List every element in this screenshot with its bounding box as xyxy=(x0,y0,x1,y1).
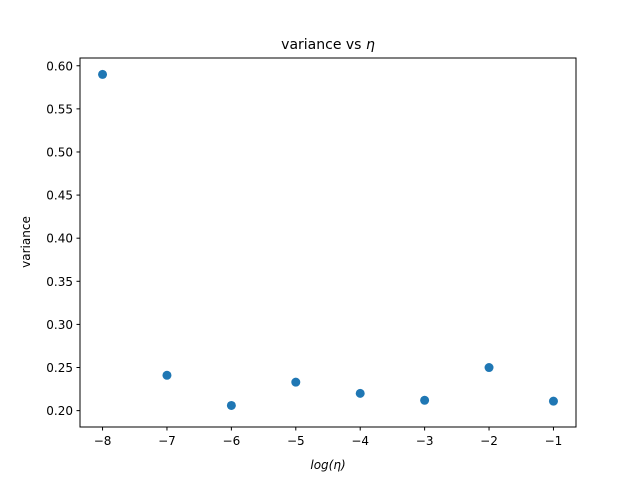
data-point xyxy=(162,370,172,380)
data-point xyxy=(548,396,558,406)
data-point xyxy=(484,363,494,373)
y-axis-label: variance xyxy=(19,216,33,268)
y-axis-ticks: 0.20 0.25 0.30 0.35 0.40 0.45 0.50 0.55 0.60 xyxy=(46,59,80,418)
x-tick-label: −8 xyxy=(94,434,112,448)
y-tick-label: 0.60 xyxy=(46,59,73,73)
plot-frame xyxy=(79,57,577,428)
chart-title: variance vs η xyxy=(281,37,375,53)
x-tick-label: −3 xyxy=(416,434,434,448)
data-point xyxy=(420,395,430,405)
x-tick-label: −4 xyxy=(351,434,369,448)
y-tick-label: 0.30 xyxy=(46,318,73,332)
x-axis-ticks: −8 −7 −6 −5 −4 −3 −2 −1 xyxy=(94,427,563,448)
y-tick-label: 0.25 xyxy=(46,361,73,375)
x-tick-label: −7 xyxy=(158,434,176,448)
y-tick-label: 0.45 xyxy=(46,189,73,203)
data-point xyxy=(291,377,301,387)
chart-title-symbol: η xyxy=(366,37,375,53)
data-point xyxy=(98,69,108,79)
x-tick-label: −6 xyxy=(223,434,241,448)
x-axis-label: log(η) xyxy=(310,458,345,472)
y-tick-label: 0.50 xyxy=(46,145,73,159)
data-point xyxy=(355,388,365,398)
scatter-points xyxy=(98,69,558,410)
x-tick-label: −5 xyxy=(287,434,305,448)
x-tick-label: −1 xyxy=(545,434,563,448)
x-tick-label: −2 xyxy=(480,434,498,448)
y-tick-label: 0.55 xyxy=(46,102,73,116)
y-tick-label: 0.35 xyxy=(46,275,73,289)
y-tick-label: 0.40 xyxy=(46,232,73,246)
y-tick-label: 0.20 xyxy=(46,404,73,418)
chart-title-text: variance vs xyxy=(281,37,366,53)
data-point xyxy=(226,400,236,410)
